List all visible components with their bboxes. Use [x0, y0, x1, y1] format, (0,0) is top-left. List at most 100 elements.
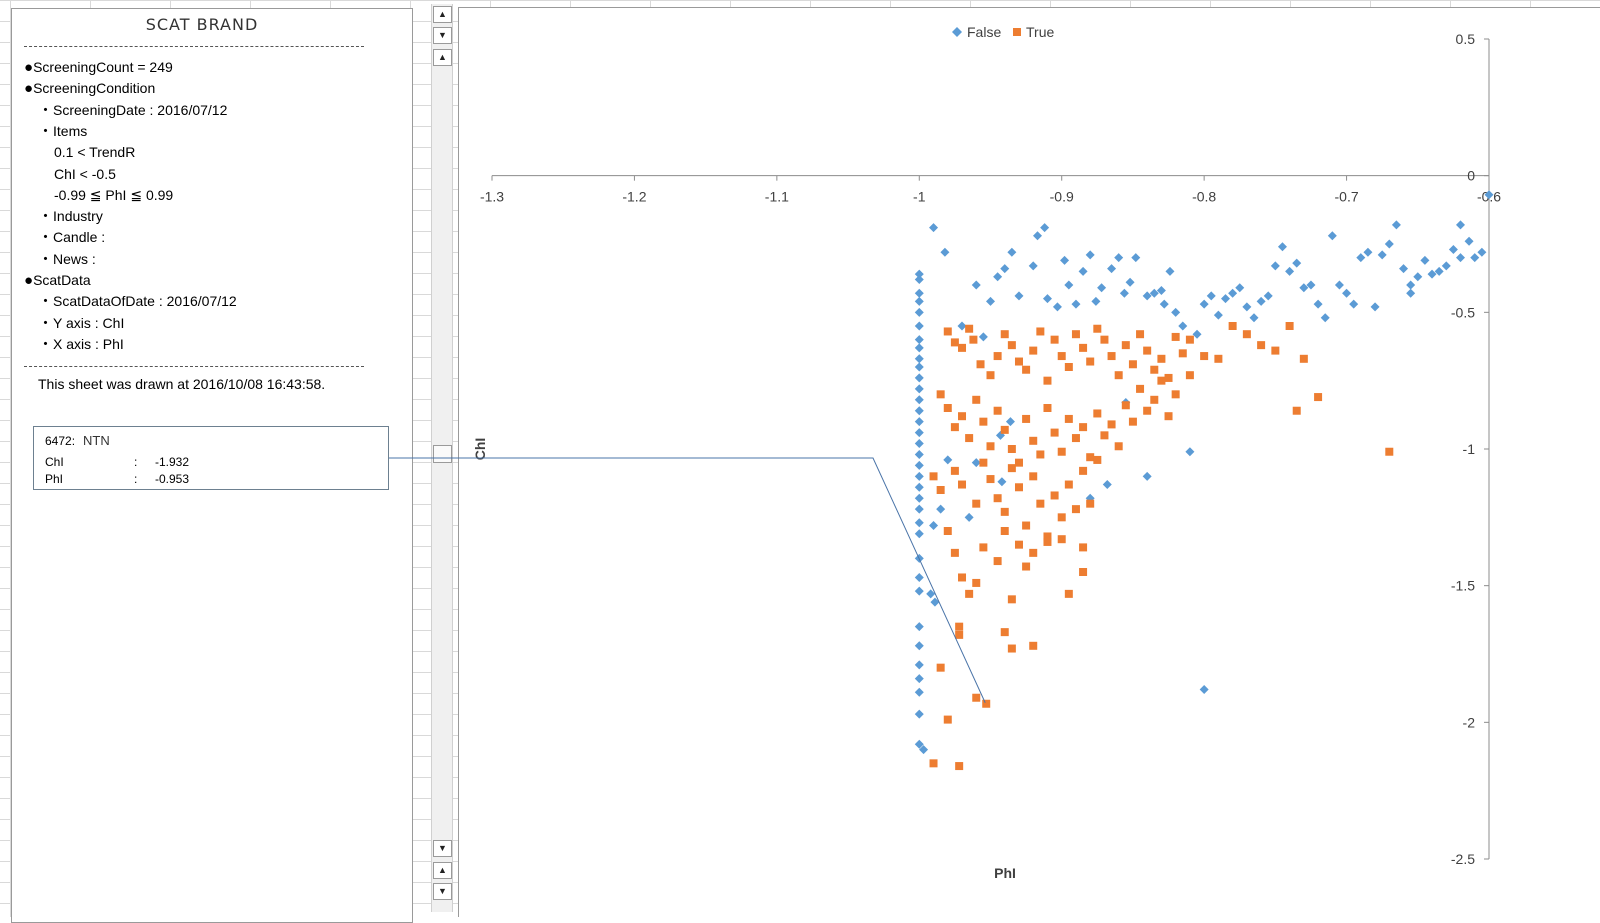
- panel-line-text: Candle :: [53, 229, 106, 246]
- true-point: [1100, 431, 1109, 440]
- panel-line-text: ScreeningDate : 2016/07/12: [53, 101, 228, 118]
- scatter-chart[interactable]: -1.3-1.2-1.1-1-0.9-0.8-0.7-0.60.50-0.5-1…: [458, 7, 1600, 917]
- industry: ・Industry: [38, 208, 103, 225]
- false-point: [929, 521, 939, 531]
- false-point: [1342, 288, 1352, 298]
- true-point: [1121, 401, 1130, 410]
- scroll-up-button-2[interactable]: ▲: [433, 49, 452, 66]
- true-point: [1128, 417, 1137, 426]
- false-point: [914, 321, 924, 331]
- x-axis-info: ・X axis : PhI: [38, 336, 124, 353]
- item-chi: ChI < -0.5: [54, 166, 116, 183]
- false-point: [997, 477, 1007, 487]
- false-point: [1192, 329, 1202, 339]
- true-point: [1007, 445, 1016, 453]
- tooltip-sep: :: [134, 472, 138, 486]
- false-point: [1052, 302, 1062, 312]
- true-point: [969, 335, 978, 344]
- true-point: [1093, 455, 1102, 464]
- true-point: [1171, 332, 1180, 341]
- true-point: [1057, 513, 1066, 522]
- false-point: [919, 745, 929, 755]
- false-point: [914, 428, 924, 438]
- true-point: [936, 390, 945, 399]
- false-point: [1171, 307, 1181, 317]
- true-point: [972, 578, 981, 587]
- bullet-middot-icon: ・: [38, 208, 54, 226]
- true-point: [950, 338, 959, 347]
- true-point: [1128, 360, 1137, 369]
- false-point: [971, 280, 981, 290]
- panel-line-text: ScatData: [33, 272, 91, 288]
- panel-line-text: ScreeningCount = 249: [33, 59, 173, 75]
- false-point: [1107, 264, 1117, 274]
- vertical-scrollbar[interactable]: ▲ ▼ ▲ ▼ ▲ ▼: [431, 4, 453, 912]
- true-point: [1185, 371, 1194, 380]
- false-point: [914, 439, 924, 449]
- false-point: [1064, 280, 1074, 290]
- true-point: [958, 343, 967, 352]
- false-point: [1040, 223, 1050, 233]
- true-point: [1071, 330, 1080, 339]
- panel-title: SCAT BRAND: [145, 15, 259, 34]
- true-point: [965, 324, 974, 333]
- false-point: [1406, 280, 1416, 290]
- bullet-middot-icon: ・: [38, 122, 54, 140]
- true-point: [1014, 458, 1023, 467]
- false-point: [914, 529, 924, 539]
- y-tick-label: 0: [1467, 168, 1475, 184]
- true-point: [1064, 480, 1073, 489]
- false-point: [1377, 250, 1387, 260]
- false-point: [1320, 313, 1330, 323]
- x-tick-label: -0.7: [1335, 189, 1359, 205]
- false-point: [1477, 247, 1487, 257]
- panel-line-text: ChI < -0.5: [54, 165, 116, 182]
- scroll-up-button-3[interactable]: ▲: [433, 862, 452, 879]
- false-point: [914, 586, 924, 596]
- false-point: [1391, 220, 1401, 230]
- false-point: [993, 272, 1003, 282]
- false-point: [914, 275, 924, 285]
- scroll-thumb[interactable]: [433, 445, 452, 463]
- true-point: [965, 434, 974, 443]
- true-point: [1000, 330, 1009, 339]
- false-point: [914, 460, 924, 470]
- false-point: [1156, 285, 1166, 295]
- false-point: [1228, 288, 1238, 298]
- false-point: [1149, 288, 1159, 298]
- tooltip-label-chi: ChI: [45, 455, 64, 469]
- false-point: [978, 332, 988, 342]
- scroll-down-button-2[interactable]: ▼: [433, 840, 452, 857]
- true-point: [950, 466, 959, 475]
- scroll-down-button-3[interactable]: ▼: [433, 883, 452, 900]
- panel-line-text: ScreeningCondition: [33, 80, 156, 97]
- false-point: [1114, 253, 1124, 263]
- bullet-middot-icon: ・: [38, 293, 54, 311]
- scroll-down-button[interactable]: ▼: [433, 27, 452, 44]
- true-point: [955, 630, 964, 639]
- false-point: [1434, 266, 1444, 276]
- x-axis-title: PhI: [994, 865, 1016, 881]
- false-point: [1356, 253, 1366, 263]
- false-point: [914, 493, 924, 503]
- true-point: [1299, 354, 1308, 363]
- false-point: [914, 518, 924, 528]
- false-point: [1427, 269, 1437, 279]
- true-point: [1057, 352, 1066, 361]
- true-point: [1242, 330, 1251, 339]
- true-point: [1057, 535, 1066, 544]
- true-point: [1185, 335, 1194, 344]
- x-tick-label: -1.3: [480, 189, 504, 205]
- drawn-timestamp: This sheet was drawn at 2016/10/08 16:43…: [38, 376, 326, 392]
- false-point: [1014, 291, 1024, 301]
- true-point: [1143, 346, 1152, 355]
- true-point: [936, 486, 945, 494]
- true-point: [1014, 540, 1023, 549]
- false-point: [914, 622, 924, 632]
- true-point: [1385, 447, 1394, 456]
- true-point: [986, 475, 995, 484]
- true-point: [1050, 428, 1059, 437]
- scroll-up-button[interactable]: ▲: [433, 6, 452, 23]
- y-tick-label: 0.5: [1456, 31, 1476, 47]
- false-point: [1399, 264, 1409, 274]
